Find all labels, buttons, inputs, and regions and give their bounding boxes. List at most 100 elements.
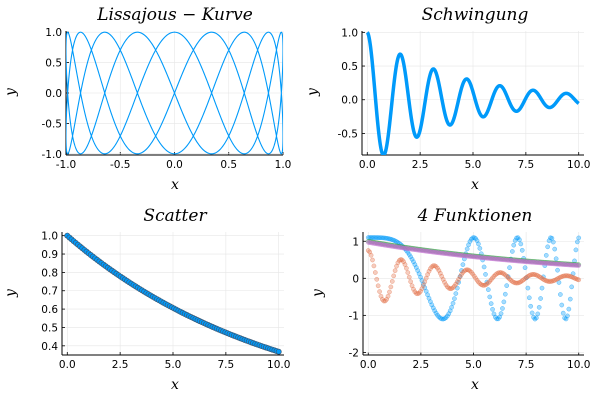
scatter-point-series-1 <box>525 285 531 291</box>
scatter-point-series-1 <box>409 256 415 262</box>
scatter-point-series-2 <box>391 273 397 279</box>
x-tick-label: 5.0 <box>465 359 482 371</box>
y-tick-label: 0.0 <box>45 88 62 100</box>
plot-area <box>365 235 582 322</box>
x-tick-label: 5.0 <box>165 359 182 371</box>
y-tick-label: 0.5 <box>41 322 58 334</box>
y-tick-label: 0.9 <box>41 249 58 261</box>
x-tick-label: 7.5 <box>518 159 535 171</box>
scatter-point-series-1 <box>507 265 512 270</box>
scatter-point-series-1 <box>559 302 565 308</box>
scatter-point-series-1 <box>519 247 525 253</box>
scatter-point-series-2 <box>456 276 462 282</box>
scatter-point-series-2 <box>387 289 392 295</box>
chart-title: Schwingung <box>422 5 529 25</box>
scatter-point-series-2 <box>435 265 440 271</box>
x-tick-label: -1.0 <box>56 159 77 171</box>
scatter-point-series-1 <box>553 256 559 262</box>
scatter-point-series-1 <box>426 295 432 301</box>
x-tick-label: 2.5 <box>412 159 429 171</box>
scatter-point-series-2 <box>385 293 391 299</box>
scatter-point-series-2 <box>371 263 377 269</box>
scatter-point-series-1 <box>449 304 454 310</box>
scatter-point-series-1 <box>498 311 504 316</box>
x-tick-label: 0.0 <box>166 159 183 171</box>
scatter-point-series-2 <box>377 289 382 294</box>
x-tick-label: 7.5 <box>518 359 535 371</box>
scatter-point-series-2 <box>409 283 415 289</box>
scatter-point-series-1 <box>534 315 539 321</box>
x-tick-label: 10.0 <box>267 359 290 371</box>
y-tick-label: 0.4 <box>41 341 58 353</box>
y-axis-label: y <box>3 288 19 298</box>
y-tick-label: -1 <box>349 310 359 322</box>
scatter-point-series-1 <box>576 235 582 241</box>
x-tick-label: -0.5 <box>110 159 131 171</box>
y-tick-label: 0.5 <box>45 58 62 70</box>
x-axis-label: x <box>171 177 179 193</box>
scatter-point-series-1 <box>392 238 398 244</box>
panel-4-funktionen: 4 Funktionen x y 0.0 2.5 5.0 7.5 10.0 -2 -1 0 1 <box>310 206 590 393</box>
scatter-point-series-1 <box>552 246 558 252</box>
scatter-point-series-2 <box>404 265 409 271</box>
scatter-point-series-2 <box>514 280 519 286</box>
panel-scatter: Scatter x y 0.0 2.5 5.0 7.5 10.0 0.4 0.5 0.6 0.7… <box>3 206 290 393</box>
scatter-point-series-2 <box>381 298 387 304</box>
y-tick-label: -0.5 <box>338 128 359 140</box>
scatter-point-series-2 <box>411 286 416 292</box>
y-tick-label: 0.8 <box>41 267 58 279</box>
scatter-point-series-1 <box>539 285 545 291</box>
scatter-point-series-1 <box>500 306 505 311</box>
scatter-point-series-1 <box>565 313 570 319</box>
scatter-point-series-2 <box>457 274 463 280</box>
scatter-point-series-1 <box>488 301 494 306</box>
scatter-point-series-1 <box>487 294 493 300</box>
y-axis-label: y <box>305 87 321 97</box>
scatter-point-series-2 <box>408 279 413 284</box>
y-tick-label: 0.7 <box>41 286 58 298</box>
scatter-point-series-1 <box>445 313 450 319</box>
scatter-point-series-1 <box>430 305 436 311</box>
scatter-point-series-2 <box>388 284 394 290</box>
scatter-point-series-1 <box>560 310 566 316</box>
scatter-point-series-1 <box>518 241 524 247</box>
scatter-point-series-1 <box>574 239 580 245</box>
scatter-point-series-1 <box>481 264 487 270</box>
plot-area <box>66 31 283 155</box>
scatter-point-series-1 <box>502 291 508 297</box>
x-axis-label: x <box>471 177 479 193</box>
x-tick-label: 0.0 <box>359 159 376 171</box>
scatter-point-series-2 <box>405 270 411 275</box>
scatter-point-series-1 <box>432 308 438 314</box>
scatter-point-series-1 <box>406 252 412 257</box>
scatter-point-series-1 <box>501 299 507 305</box>
x-tick-label: 2.5 <box>112 359 129 371</box>
scatter-point-series-1 <box>529 310 535 316</box>
scatter-point-series-2 <box>497 270 502 275</box>
panel-lissajous: Lissajous − Kurve x y -1.0 -0.5 0.0 0.5 1.0 -… <box>3 5 291 193</box>
scatter-point-series-1 <box>483 272 488 277</box>
scatter-point-series-1 <box>545 244 551 250</box>
scatter-point-series-2 <box>392 268 398 274</box>
x-tick-label: 0.5 <box>220 159 237 171</box>
scatter-point-series-2 <box>517 280 522 285</box>
x-tick-label: 1.0 <box>275 159 292 171</box>
x-tick-label: 10.0 <box>567 359 590 371</box>
scatter-point-series-2 <box>395 260 401 266</box>
x-tick-label: 0.0 <box>59 359 76 371</box>
y-tick-label: 0.0 <box>341 95 358 107</box>
scatter-point-series-1 <box>485 287 491 292</box>
x-tick-label: 2.5 <box>413 359 430 371</box>
chart-title: Scatter <box>143 206 207 226</box>
scatter-point-series-2 <box>374 276 380 282</box>
scatter-point-series-1 <box>569 284 575 290</box>
scatter-point-series-1 <box>467 239 473 244</box>
scatter-point-series-1 <box>460 262 466 267</box>
scatter-point-series-2 <box>370 257 375 263</box>
chart-title: Lissajous − Kurve <box>96 5 253 25</box>
scatter-point-series-1 <box>555 267 560 273</box>
x-tick-label: 10.0 <box>567 159 590 171</box>
scatter-point-series-2 <box>576 277 582 283</box>
scatter-point-series-1 <box>558 292 563 297</box>
